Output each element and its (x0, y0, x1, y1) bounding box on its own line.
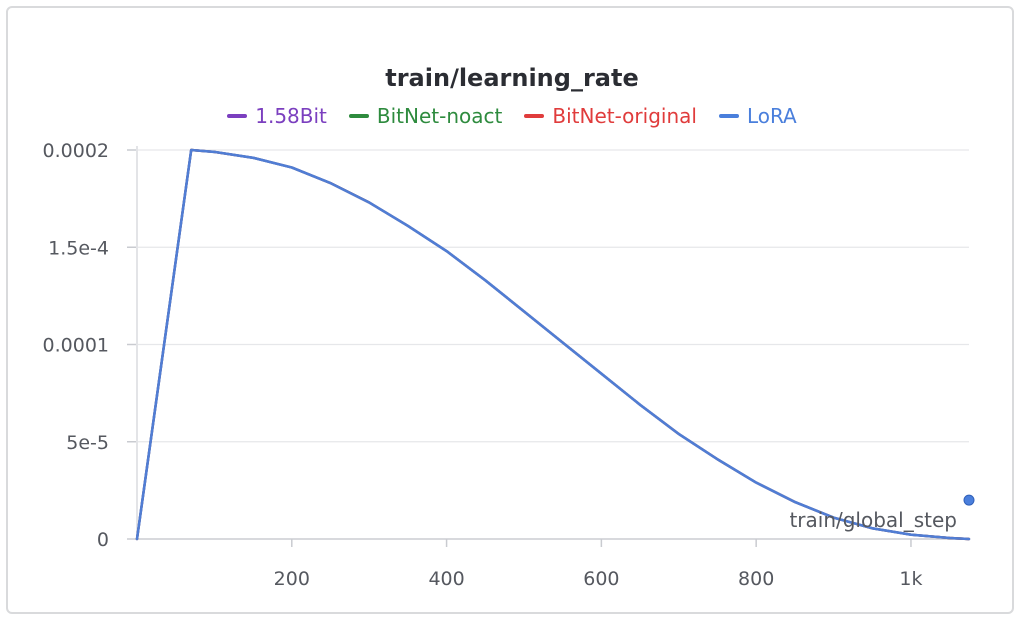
chart-legend: 1.58Bit BitNet-noact BitNet-original LoR… (0, 104, 1024, 128)
legend-item-lora[interactable]: LoRA (718, 104, 797, 128)
legend-item-bitnet-original[interactable]: BitNet-original (524, 104, 697, 128)
chart-title: train/learning_rate (385, 64, 639, 92)
grid-layer (137, 149, 969, 443)
legend-label: BitNet-original (552, 104, 697, 128)
axis-layer: 0 5e-5 0.0001 1.5e-4 0.0002 200 400 600 800 1k (43, 140, 969, 590)
legend-label: 1.58Bit (255, 104, 327, 128)
y-tick-label: 0.0002 (43, 140, 109, 162)
legend-swatch (227, 114, 248, 118)
y-tick-label: 0.0001 (43, 335, 109, 357)
legend-label: BitNet-noact (376, 104, 503, 128)
y-tick-label: 0 (97, 529, 109, 551)
series-endpoint-marker (963, 494, 975, 506)
legend-swatch (524, 114, 545, 118)
y-tick-label: 5e-5 (66, 432, 109, 454)
x-tick-label: 400 (428, 568, 464, 590)
x-tick-label: 600 (583, 568, 619, 590)
legend-swatch (718, 114, 739, 118)
x-axis-title: train/global_step (789, 508, 957, 532)
x-tick-label: 800 (738, 568, 774, 590)
chart-panel (6, 6, 1014, 614)
legend-label: LoRA (746, 104, 797, 128)
y-tick-label: 1.5e-4 (48, 237, 109, 259)
x-tick-label: 1k (899, 568, 922, 590)
legend-swatch (348, 114, 369, 118)
legend-item-1-58bit[interactable]: 1.58Bit (227, 104, 327, 128)
series-line (135, 148, 971, 541)
series-layer (135, 148, 975, 541)
legend-item-bitnet-noact[interactable]: BitNet-noact (348, 104, 503, 128)
x-tick-label: 200 (274, 568, 310, 590)
